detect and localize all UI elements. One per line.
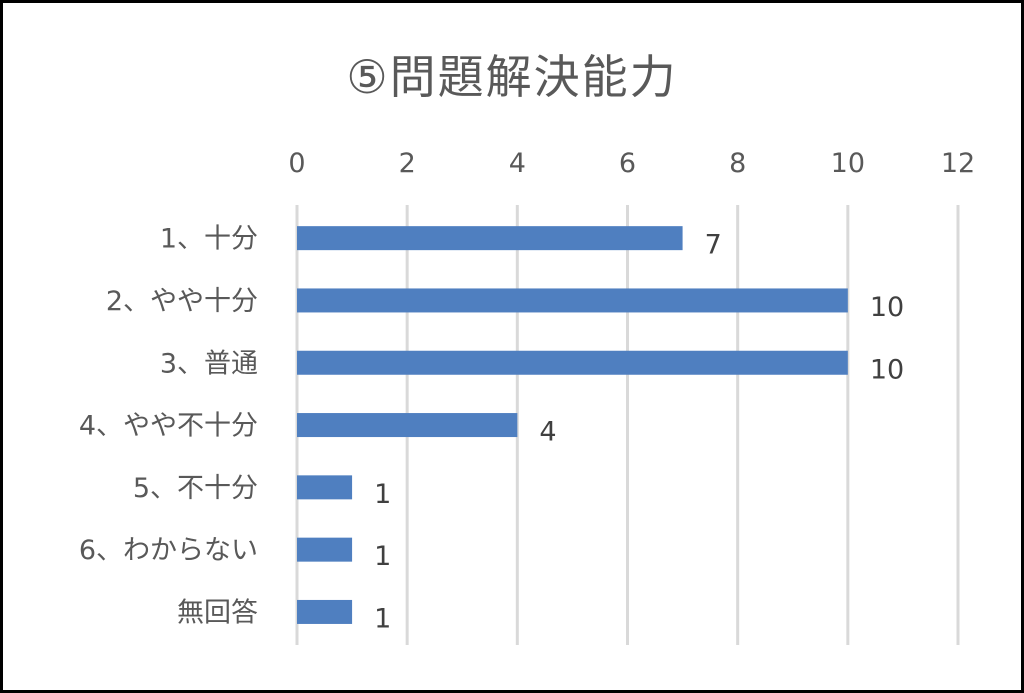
x-tick-label: 12 bbox=[941, 148, 975, 179]
category-label: 5、不十分 bbox=[133, 473, 258, 504]
category-label: 4、やや不十分 bbox=[79, 411, 258, 442]
bar bbox=[297, 475, 353, 500]
x-tick-label: 4 bbox=[509, 148, 526, 179]
chart-title: ⑤問題解決能力 bbox=[346, 50, 678, 104]
data-label: 4 bbox=[539, 417, 556, 448]
category-label: 1、十分 bbox=[160, 224, 258, 255]
category-label: 無回答 bbox=[177, 597, 258, 628]
x-tick-label: 8 bbox=[729, 148, 746, 179]
bar bbox=[297, 413, 518, 438]
bar bbox=[297, 226, 683, 251]
data-label: 1 bbox=[374, 479, 391, 510]
bar bbox=[297, 350, 848, 375]
data-label: 7 bbox=[705, 230, 722, 261]
category-label: 3、普通 bbox=[160, 348, 258, 379]
bar bbox=[297, 537, 353, 562]
category-label: 6、わからない bbox=[79, 535, 258, 566]
data-label: 10 bbox=[870, 292, 904, 323]
data-label: 1 bbox=[374, 603, 391, 634]
x-tick-label: 6 bbox=[619, 148, 636, 179]
data-label: 1 bbox=[374, 541, 391, 572]
bar bbox=[297, 288, 848, 313]
data-label: 10 bbox=[870, 354, 904, 385]
category-label: 2、やや十分 bbox=[106, 286, 258, 317]
x-tick-label: 0 bbox=[288, 148, 305, 179]
x-tick-label: 2 bbox=[399, 148, 416, 179]
bar bbox=[297, 599, 353, 624]
x-tick-label: 10 bbox=[831, 148, 865, 179]
